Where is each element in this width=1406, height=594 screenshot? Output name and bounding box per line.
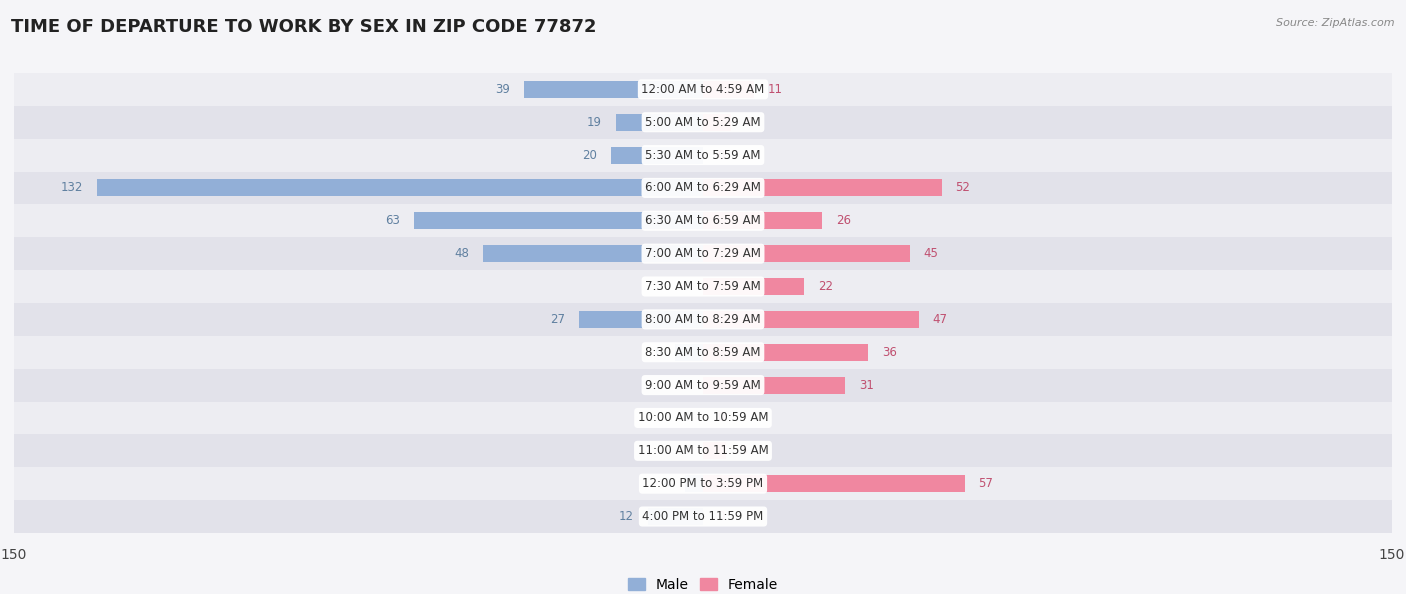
Bar <box>14 237 1392 270</box>
Text: 12: 12 <box>619 510 634 523</box>
Bar <box>703 278 804 295</box>
Text: 5:00 AM to 5:29 AM: 5:00 AM to 5:29 AM <box>645 116 761 129</box>
Text: 7:30 AM to 7:59 AM: 7:30 AM to 7:59 AM <box>645 280 761 293</box>
Bar <box>703 443 725 459</box>
Bar <box>703 377 845 394</box>
Text: 8:30 AM to 8:59 AM: 8:30 AM to 8:59 AM <box>645 346 761 359</box>
Text: 0: 0 <box>682 378 689 391</box>
Legend: Male, Female: Male, Female <box>623 572 783 594</box>
Text: 57: 57 <box>979 477 994 490</box>
Text: 0: 0 <box>717 412 724 425</box>
Bar <box>648 508 703 525</box>
Text: 0: 0 <box>682 444 689 457</box>
Bar <box>675 344 703 361</box>
Text: 27: 27 <box>550 313 565 326</box>
Bar <box>14 73 1392 106</box>
Bar <box>14 336 1392 369</box>
Text: 6: 6 <box>654 346 662 359</box>
Bar <box>14 138 1392 172</box>
Text: 48: 48 <box>454 247 468 260</box>
Bar <box>616 113 703 131</box>
Text: 6:30 AM to 6:59 AM: 6:30 AM to 6:59 AM <box>645 214 761 228</box>
Bar <box>703 113 731 131</box>
Text: 6: 6 <box>744 116 752 129</box>
Text: 36: 36 <box>882 346 897 359</box>
Text: 4:00 PM to 11:59 PM: 4:00 PM to 11:59 PM <box>643 510 763 523</box>
Text: 9:00 AM to 9:59 AM: 9:00 AM to 9:59 AM <box>645 378 761 391</box>
Text: 0: 0 <box>717 510 724 523</box>
Bar <box>685 475 703 492</box>
Text: 7:00 AM to 7:29 AM: 7:00 AM to 7:29 AM <box>645 247 761 260</box>
Bar <box>703 81 754 98</box>
Text: 63: 63 <box>385 214 399 228</box>
Text: 0: 0 <box>717 148 724 162</box>
Text: 22: 22 <box>818 280 832 293</box>
Bar <box>14 402 1392 434</box>
Bar <box>14 434 1392 467</box>
Text: TIME OF DEPARTURE TO WORK BY SEX IN ZIP CODE 77872: TIME OF DEPARTURE TO WORK BY SEX IN ZIP … <box>11 18 596 36</box>
Bar <box>703 245 910 262</box>
Text: Source: ZipAtlas.com: Source: ZipAtlas.com <box>1277 18 1395 28</box>
Text: 5: 5 <box>740 444 747 457</box>
Bar <box>524 81 703 98</box>
Text: 11: 11 <box>768 83 782 96</box>
Text: 0: 0 <box>682 280 689 293</box>
Bar <box>14 303 1392 336</box>
Text: 6:00 AM to 6:29 AM: 6:00 AM to 6:29 AM <box>645 181 761 194</box>
Bar <box>703 475 965 492</box>
Bar <box>14 106 1392 138</box>
Text: 52: 52 <box>956 181 970 194</box>
Text: 4: 4 <box>664 477 671 490</box>
Text: 19: 19 <box>586 116 602 129</box>
Text: 39: 39 <box>495 83 510 96</box>
Text: 0: 0 <box>682 412 689 425</box>
Bar <box>14 369 1392 402</box>
Bar <box>703 212 823 229</box>
Bar <box>14 270 1392 303</box>
Bar <box>579 311 703 328</box>
Text: 26: 26 <box>837 214 851 228</box>
Text: 31: 31 <box>859 378 875 391</box>
Text: 47: 47 <box>932 313 948 326</box>
Text: 10:00 AM to 10:59 AM: 10:00 AM to 10:59 AM <box>638 412 768 425</box>
Bar <box>14 500 1392 533</box>
Bar <box>703 179 942 197</box>
Bar <box>703 311 920 328</box>
Bar <box>14 204 1392 237</box>
Bar <box>482 245 703 262</box>
Bar <box>703 344 869 361</box>
Bar <box>612 147 703 163</box>
Text: 5:30 AM to 5:59 AM: 5:30 AM to 5:59 AM <box>645 148 761 162</box>
Text: 12:00 PM to 3:59 PM: 12:00 PM to 3:59 PM <box>643 477 763 490</box>
Text: 20: 20 <box>582 148 598 162</box>
Text: 8:00 AM to 8:29 AM: 8:00 AM to 8:29 AM <box>645 313 761 326</box>
Bar <box>97 179 703 197</box>
Text: 132: 132 <box>60 181 83 194</box>
Bar <box>413 212 703 229</box>
Text: 11:00 AM to 11:59 AM: 11:00 AM to 11:59 AM <box>638 444 768 457</box>
Text: 12:00 AM to 4:59 AM: 12:00 AM to 4:59 AM <box>641 83 765 96</box>
Text: 45: 45 <box>924 247 938 260</box>
Bar <box>14 172 1392 204</box>
Bar <box>14 467 1392 500</box>
